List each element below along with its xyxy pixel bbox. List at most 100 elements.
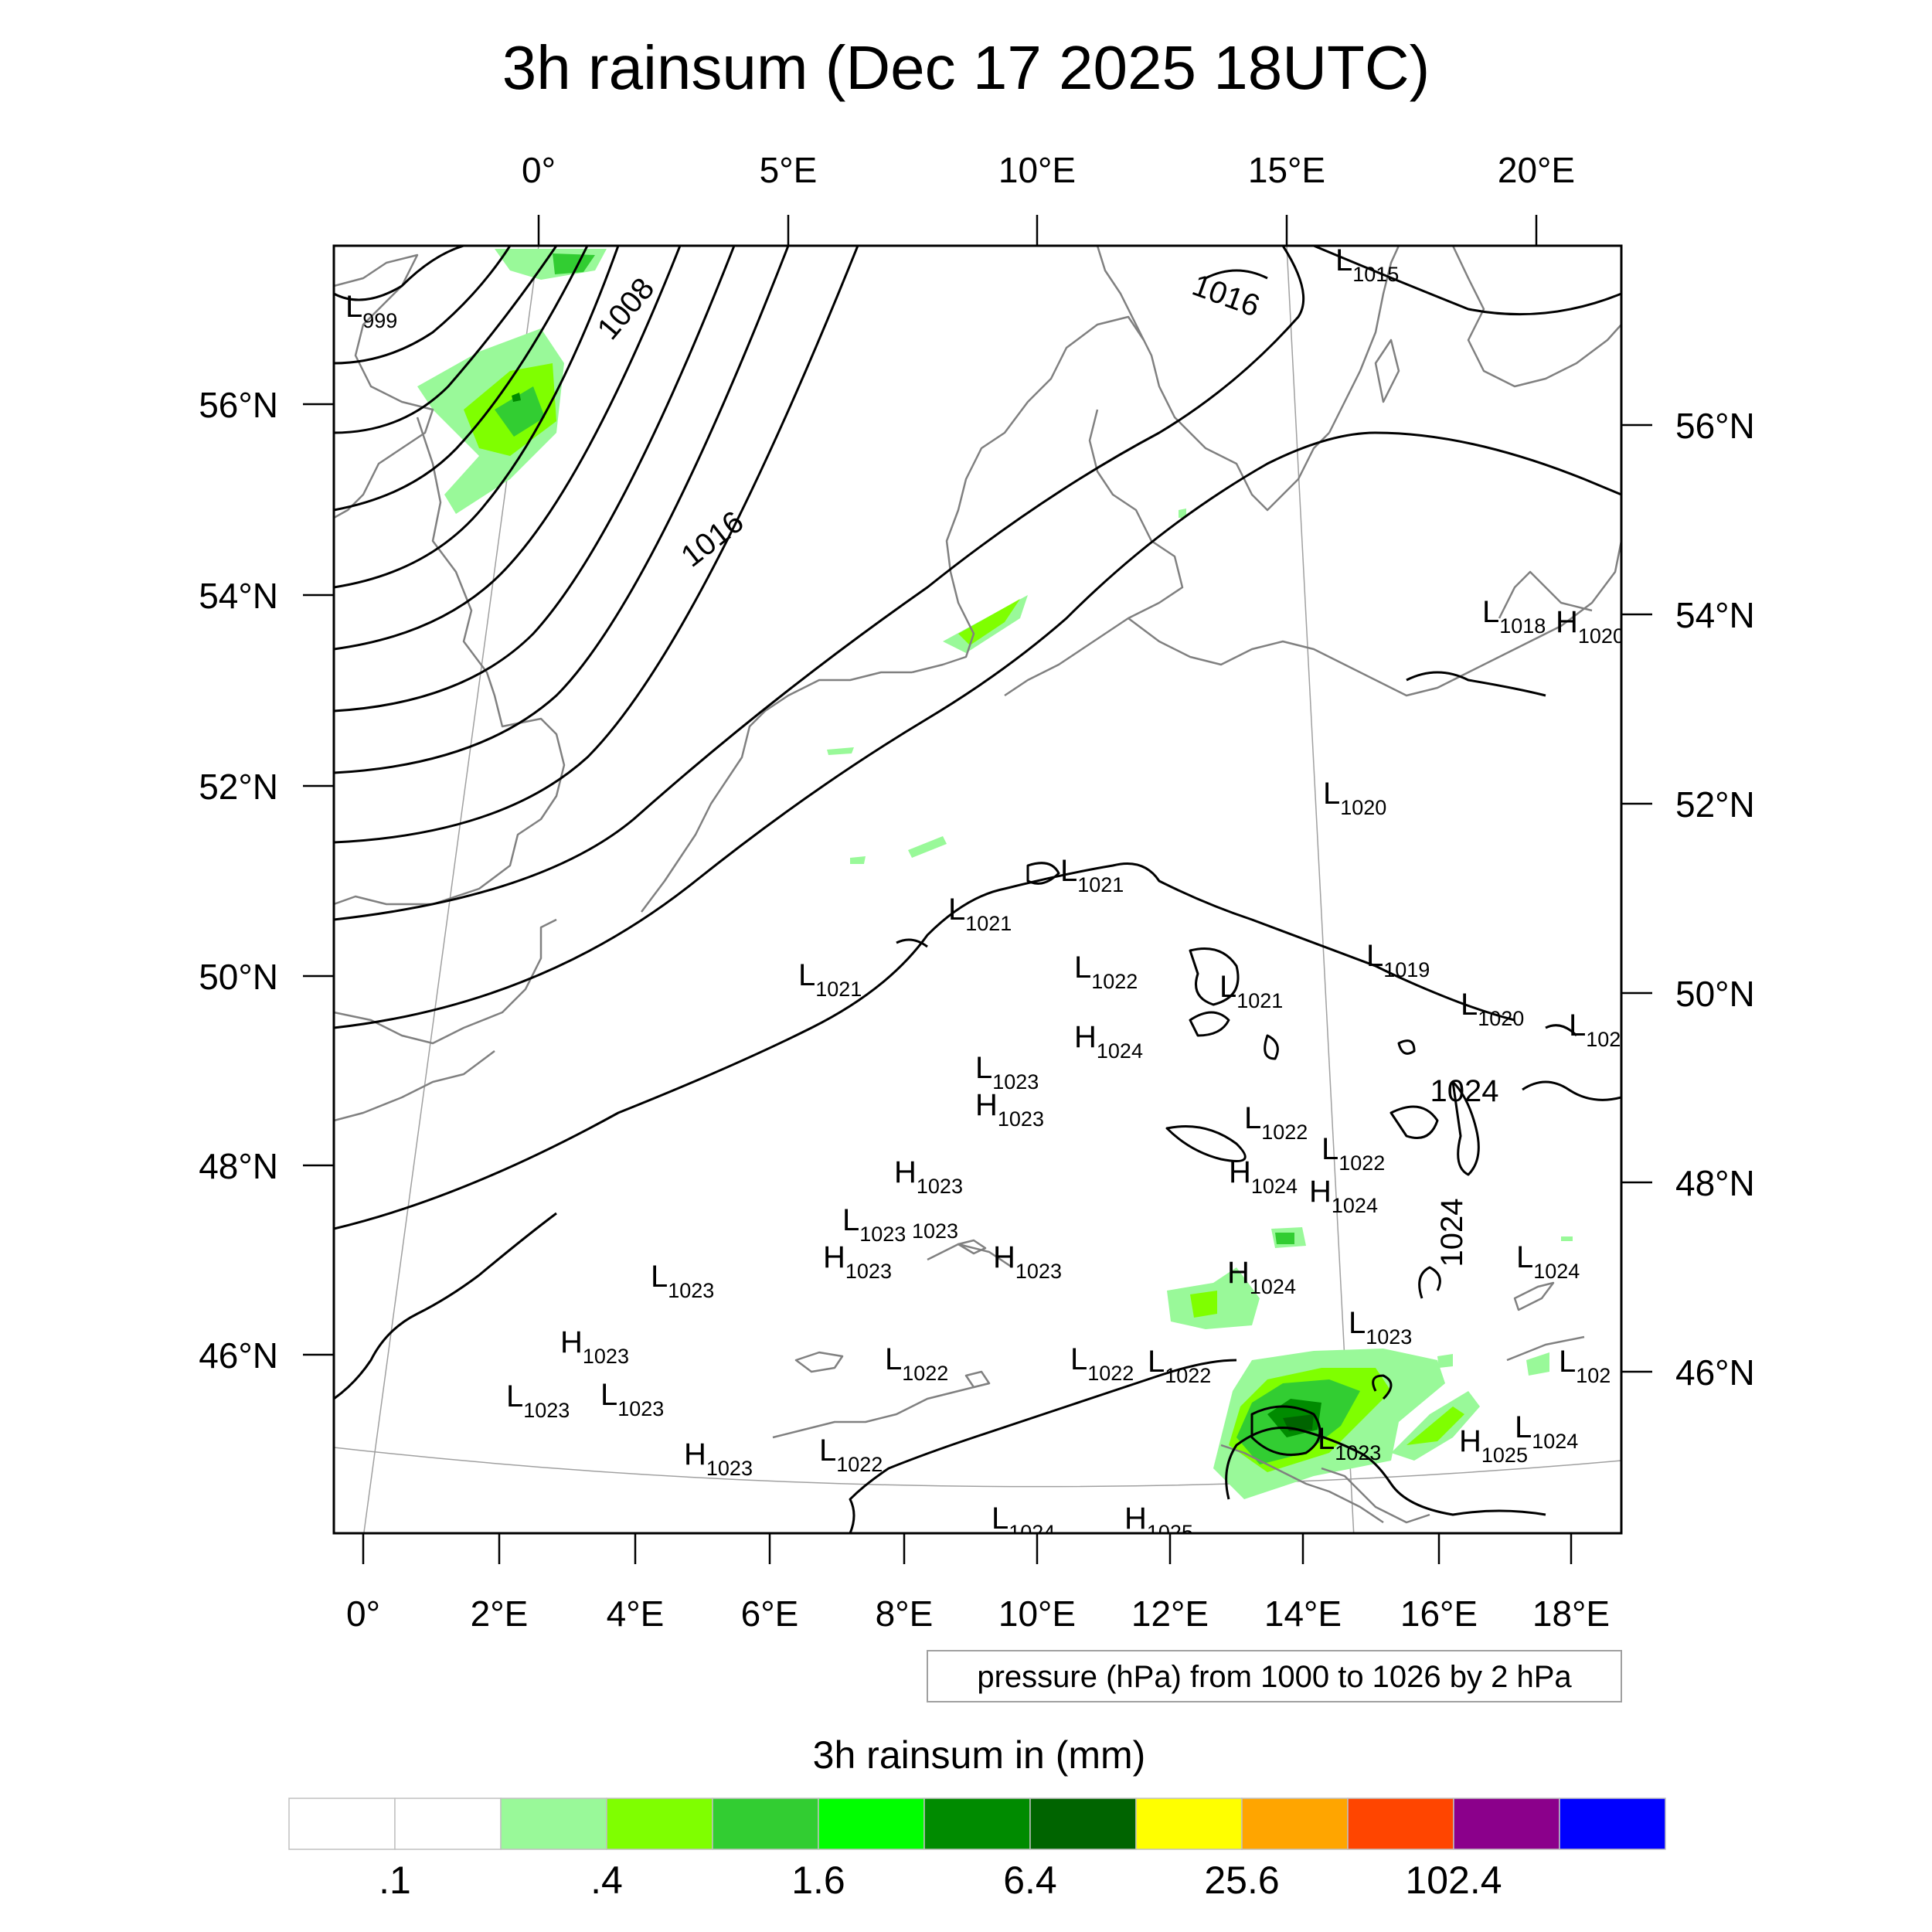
coast-england-south <box>334 918 557 1045</box>
low-pressure-label: L1023 <box>1318 1422 1381 1464</box>
parallel-45n <box>334 1447 1621 1488</box>
isobar-1024-italy <box>1372 1374 1393 1400</box>
colorbar-swatch <box>394 1798 502 1850</box>
top-tick-label: 5°E <box>760 150 818 190</box>
high-pressure-label: H1024 <box>1309 1175 1378 1217</box>
coast-adriatic-north <box>1220 1444 1384 1524</box>
low-pressure-label: L1021 <box>1060 854 1124 896</box>
isobar-1020-east <box>1406 671 1546 697</box>
low-pressure-label: L1015 <box>1335 243 1399 286</box>
high-pressure-label: H1023 <box>823 1240 892 1283</box>
isobar-1022-south <box>849 1359 1237 1533</box>
high-pressure-label: H1023 <box>993 1240 1062 1283</box>
left-tick-label: 46°N <box>199 1335 278 1376</box>
high-pressure-label: H1025 <box>1459 1424 1528 1467</box>
top-axis-labels: 0° 5°E 10°E 15°E 20°E <box>522 150 1575 190</box>
isobar-1000 <box>334 246 512 365</box>
low-pressure-label: L1021 <box>1219 970 1283 1012</box>
colorbar-label: 25.6 <box>1204 1859 1279 1902</box>
coastlines <box>334 246 1621 1524</box>
high-pressure-label: H1023 <box>975 1088 1044 1131</box>
low-pressure-label: L999 <box>345 290 397 332</box>
coast-gulf-riga <box>1451 246 1621 388</box>
colorbar-swatch <box>1135 1798 1243 1850</box>
isobar-1024-adriatic <box>1225 1427 1546 1516</box>
coast-germany-north <box>911 315 1145 674</box>
meridian-15e <box>1286 246 1355 1533</box>
contour-info-text: pressure (hPa) from 1000 to 1026 by 2 hP… <box>977 1660 1572 1694</box>
rain-patch-uk-east-peak <box>512 393 521 402</box>
low-pressure-label: L1023 <box>1349 1306 1412 1349</box>
rain-patch-belgium-2 <box>850 856 866 864</box>
isobar-1008 <box>334 246 682 651</box>
low-pressure-label: L1022 <box>1321 1132 1385 1175</box>
right-axis-labels: 56°N 54°N 52°N 50°N 48°N 46°N <box>1675 406 1755 1393</box>
coast-lake-constance <box>957 1239 987 1255</box>
isobar-1024-hu <box>1397 1039 1416 1055</box>
bottom-tick-label: 16°E <box>1400 1594 1478 1634</box>
figure-title: 3h rainsum (Dec 17 2025 18UTC) <box>502 33 1430 102</box>
coast-hungary-lake <box>1513 1281 1555 1311</box>
colorbar-swatch <box>288 1798 396 1850</box>
low-pressure-label: L1024 <box>992 1502 1055 1544</box>
low-pressure-label: L102 <box>1559 1345 1611 1387</box>
left-axis-labels: 56°N 54°N 52°N 50°N 48°N 46°N <box>199 385 278 1376</box>
isobar-1015-north <box>1313 246 1621 316</box>
coast-lakes-alps <box>964 1370 991 1389</box>
colorbar-labels: .1 .4 1.6 6.4 25.6 102.4 <box>379 1859 1502 1902</box>
coast-scotland <box>334 253 434 519</box>
colorbar-swatch <box>500 1798 607 1850</box>
high-pressure-label: H1024 <box>1227 1256 1296 1298</box>
top-tick-label: 20°E <box>1498 150 1575 190</box>
colorbar-swatch <box>923 1798 1031 1850</box>
rain-patch-hungary <box>1437 1354 1453 1368</box>
right-tick-label: 48°N <box>1675 1163 1755 1203</box>
colorbar-swatch <box>818 1798 925 1850</box>
low-pressure-label: L1018 <box>1482 595 1546 638</box>
high-pressure-label: H1025 <box>1124 1502 1193 1544</box>
low-pressure-label: L1022 <box>1148 1345 1211 1387</box>
isobar-1022-low-b <box>1189 1011 1230 1037</box>
colorbar-label: 6.4 <box>1003 1859 1057 1902</box>
colorbar-swatch <box>606 1798 713 1850</box>
low-pressure-label: L1022 <box>1070 1342 1134 1385</box>
isobar-1010 <box>334 246 736 713</box>
rain-patch-north-sea-top-core <box>553 253 595 274</box>
isobar-1022-west <box>334 1212 557 1400</box>
low-pressure-label: L1021 <box>798 958 862 1001</box>
bottom-tick-label: 4°E <box>607 1594 665 1634</box>
bottom-axis-labels: 0° 2°E 4°E 6°E 8°E 10°E 12°E 14°E 16°E 1… <box>346 1594 1610 1634</box>
low-pressure-label: L1022 <box>819 1434 883 1476</box>
coast-lake-geneva <box>794 1351 844 1373</box>
coast-rivers-alps <box>927 1243 1013 1269</box>
colorbar: 3h rainsum in (mm) .1 .4 1.6 6.4 25.6 102.4 <box>288 1733 1666 1902</box>
colorbar-label: .1 <box>379 1859 411 1902</box>
top-tick-label: 10°E <box>998 150 1076 190</box>
rain-patch-austria-core <box>1275 1233 1294 1244</box>
isobar-1006 <box>334 246 620 589</box>
rain-patch-east <box>1526 1352 1549 1376</box>
isobar-1016-north <box>1205 269 1268 280</box>
left-tick-label: 50°N <box>199 957 278 997</box>
isobar-1020 <box>334 862 1515 1230</box>
left-tick-label: 52°N <box>199 767 278 807</box>
isobar-1024-east <box>1451 1080 1480 1176</box>
rain-patch-alps-core <box>1190 1291 1217 1318</box>
left-tick-label: 56°N <box>199 385 278 425</box>
bottom-tick-label: 18°E <box>1532 1594 1610 1634</box>
colorbar-title: 3h rainsum in (mm) <box>813 1733 1146 1777</box>
low-pressure-label: L1020 <box>1461 988 1524 1030</box>
colorbar-swatch <box>712 1798 819 1850</box>
colorbar-swatch <box>1559 1798 1666 1850</box>
pressure-centers: L999 L1015 L1018 H1020 L1020 L1021 L1021 L1022 L… <box>345 243 1621 1544</box>
coast-italy-north <box>772 1382 990 1439</box>
bottom-tick-label: 10°E <box>998 1594 1076 1634</box>
rain-patch-uk-east-core <box>495 386 545 437</box>
rain-patch-slovenia-peak <box>1283 1414 1314 1431</box>
low-pressure-label: L1023 <box>842 1203 906 1246</box>
right-tick-label: 46°N <box>1675 1352 1755 1393</box>
colorbar-label: 1.6 <box>791 1859 845 1902</box>
low-pressure-label: L1023 <box>975 1051 1039 1094</box>
colorbar-boxes <box>288 1798 1666 1850</box>
